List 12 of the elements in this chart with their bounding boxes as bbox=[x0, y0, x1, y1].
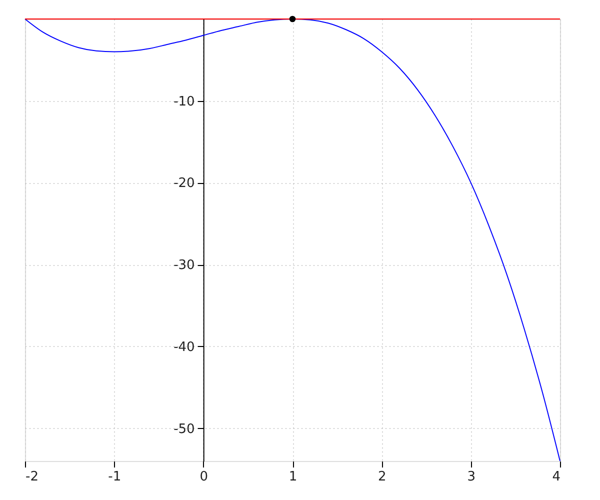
y-tick-label: -30 bbox=[174, 258, 195, 274]
x-tick-label: 1 bbox=[288, 470, 298, 484]
y-tick-label: -20 bbox=[174, 176, 195, 192]
x-tick-label: 3 bbox=[467, 470, 476, 484]
y-tick-label: -40 bbox=[174, 340, 195, 355]
x-tick-label: 2 bbox=[378, 470, 386, 484]
y-tick-label: -50 bbox=[174, 422, 195, 437]
x-tick-label: 4 bbox=[552, 470, 560, 484]
x-tick-label: -2 bbox=[26, 470, 38, 484]
y-tick-label: -10 bbox=[174, 94, 195, 110]
x-tick-label: -1 bbox=[108, 470, 122, 484]
x-tick-label: 0 bbox=[200, 470, 208, 484]
